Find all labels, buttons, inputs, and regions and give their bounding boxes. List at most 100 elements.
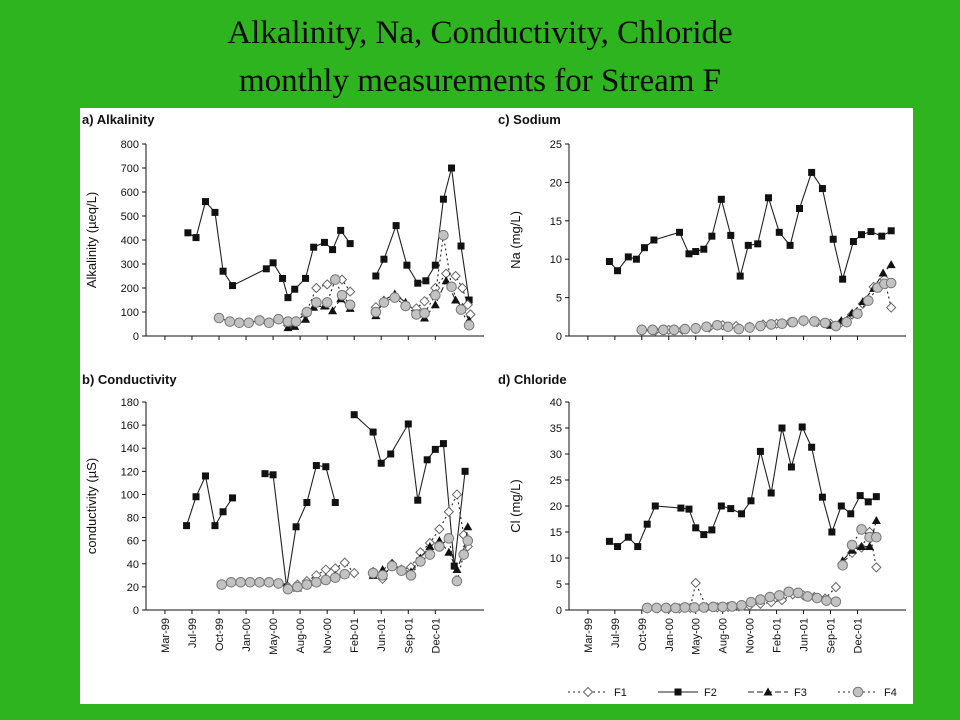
data-point-F4 xyxy=(776,318,788,330)
data-point-F2 xyxy=(717,195,725,203)
data-point-F4 xyxy=(745,596,757,608)
data-point-F2 xyxy=(727,505,735,513)
data-point-F1 xyxy=(451,489,463,500)
data-point-F2 xyxy=(284,294,292,302)
y-tick-label: 15 xyxy=(550,216,562,228)
data-point-F2 xyxy=(839,275,847,283)
data-point-F4 xyxy=(370,306,382,318)
data-point-F2 xyxy=(692,248,700,256)
data-point-F2 xyxy=(303,499,311,507)
data-point-F4 xyxy=(263,576,275,588)
series-F2 xyxy=(183,411,469,591)
data-point-F2 xyxy=(192,234,200,242)
data-point-F4 xyxy=(419,307,430,319)
data-point-F2 xyxy=(738,510,746,518)
series-F2 xyxy=(605,168,895,283)
data-point-F4 xyxy=(443,533,455,544)
data-point-F2 xyxy=(847,510,855,518)
data-point-F4 xyxy=(651,602,662,614)
data-point-F4 xyxy=(282,583,294,595)
y-tick-label: 0 xyxy=(556,605,562,617)
x-tick-label: Feb-01 xyxy=(349,618,361,653)
data-point-F4 xyxy=(658,324,669,336)
x-tick-label: Jul-99 xyxy=(187,618,199,648)
data-point-F2 xyxy=(775,228,783,236)
y-tick-label: 200 xyxy=(121,283,139,295)
data-point-F2 xyxy=(864,498,872,506)
y-tick-label: 25 xyxy=(550,475,562,487)
data-point-F2 xyxy=(320,238,328,246)
data-point-F4 xyxy=(670,602,681,614)
data-point-F4 xyxy=(852,308,863,320)
data-point-F2 xyxy=(465,296,473,304)
data-point-F3 xyxy=(301,314,311,323)
data-point-F2 xyxy=(219,267,227,275)
data-point-F2 xyxy=(856,492,864,500)
y-tick-label: 15 xyxy=(550,527,562,539)
series-line-F2 xyxy=(186,474,233,528)
data-point-F4 xyxy=(290,316,302,327)
data-point-F2 xyxy=(457,242,465,250)
chart-panel: a) Alkalinity 0 100 200 300 400 500 600 700 800 Al… xyxy=(80,108,913,704)
data-point-F2 xyxy=(858,231,866,239)
series-line-F2 xyxy=(609,425,877,548)
y-tick-label: 5 xyxy=(556,579,562,591)
series-F4 xyxy=(641,524,882,614)
data-point-F1 xyxy=(830,581,842,593)
legend-label-F3: F3 xyxy=(794,687,807,699)
data-point-F1 xyxy=(450,270,461,282)
data-point-F3 xyxy=(463,522,473,531)
data-point-F1 xyxy=(690,577,701,589)
data-point-F2 xyxy=(624,253,632,261)
data-point-F2 xyxy=(692,524,700,532)
data-point-F2 xyxy=(818,185,826,193)
data-point-F4 xyxy=(321,297,333,308)
legend-marker-F2 xyxy=(674,688,682,696)
data-point-F4 xyxy=(301,579,313,590)
y-tick-label: 20 xyxy=(550,177,562,189)
data-point-F2 xyxy=(643,520,651,528)
data-point-F4 xyxy=(386,560,398,572)
data-point-F4 xyxy=(244,576,256,588)
y-tick-label: 25 xyxy=(550,139,562,151)
data-point-F2 xyxy=(786,241,794,249)
data-point-F2 xyxy=(677,504,685,512)
data-point-F4 xyxy=(292,581,303,593)
y-tick-label: 80 xyxy=(127,513,139,525)
data-point-F4 xyxy=(679,602,691,613)
y-tick-label: 100 xyxy=(121,307,139,319)
data-point-F1 xyxy=(344,286,356,297)
data-point-F2 xyxy=(767,489,775,497)
data-point-F3 xyxy=(283,323,293,332)
data-point-F4 xyxy=(755,320,766,332)
data-point-F4 xyxy=(764,591,776,603)
data-point-F4 xyxy=(765,319,777,330)
data-point-F2 xyxy=(887,227,895,235)
y-tick-label: 300 xyxy=(121,259,139,271)
data-point-F4 xyxy=(344,299,356,311)
data-point-F3 xyxy=(865,542,875,551)
data-point-F4 xyxy=(733,323,745,335)
data-point-F4 xyxy=(400,300,411,312)
data-point-F2 xyxy=(808,443,816,451)
data-point-F2 xyxy=(431,445,439,453)
data-point-F2 xyxy=(614,267,622,275)
data-point-F2 xyxy=(369,428,377,436)
y-tick-label: 100 xyxy=(121,489,139,501)
data-point-F1 xyxy=(443,506,455,517)
x-tick-label: Jan-00 xyxy=(664,618,676,652)
legend-marker-F1 xyxy=(582,686,594,698)
data-point-F4 xyxy=(809,316,820,327)
data-point-F2 xyxy=(346,240,354,248)
data-point-F4 xyxy=(711,319,723,331)
data-point-F2 xyxy=(878,232,886,240)
legend-label-F2: F2 xyxy=(704,687,717,699)
data-point-F4 xyxy=(830,596,842,607)
legend: F1 F2 F3 F4 xyxy=(568,686,897,699)
data-point-F4 xyxy=(446,281,457,293)
data-point-F4 xyxy=(389,292,401,303)
x-tick-label: Jul-99 xyxy=(610,618,622,648)
data-point-F2 xyxy=(422,277,430,285)
data-point-F4 xyxy=(726,601,738,612)
legend-marker-F4 xyxy=(852,686,864,698)
